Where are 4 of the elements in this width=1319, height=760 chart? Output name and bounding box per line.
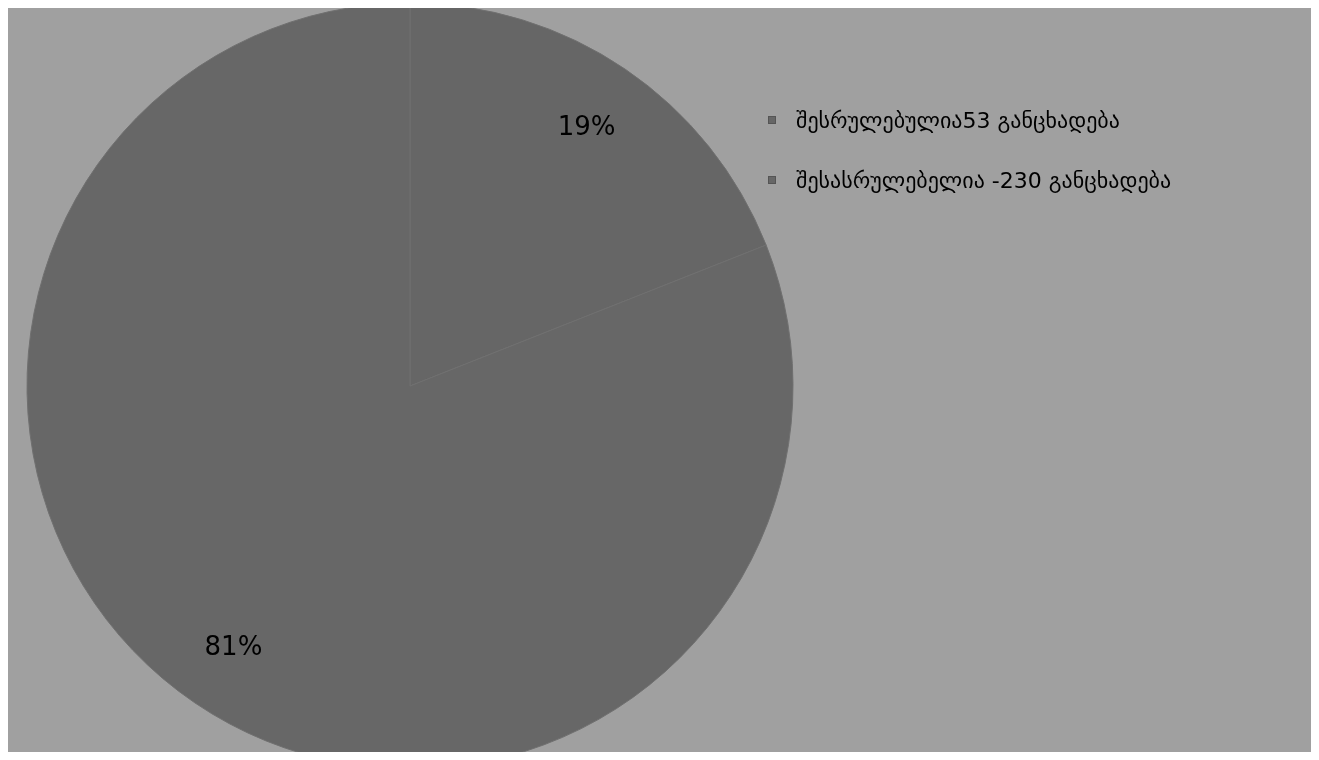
data-label: 81% (204, 630, 263, 661)
data-label: 19% (557, 111, 616, 142)
legend-label: შესასრულებელია -230 განცხადება (796, 167, 1172, 193)
legend-label: შესრულებულია53 განცხადება (796, 107, 1120, 133)
